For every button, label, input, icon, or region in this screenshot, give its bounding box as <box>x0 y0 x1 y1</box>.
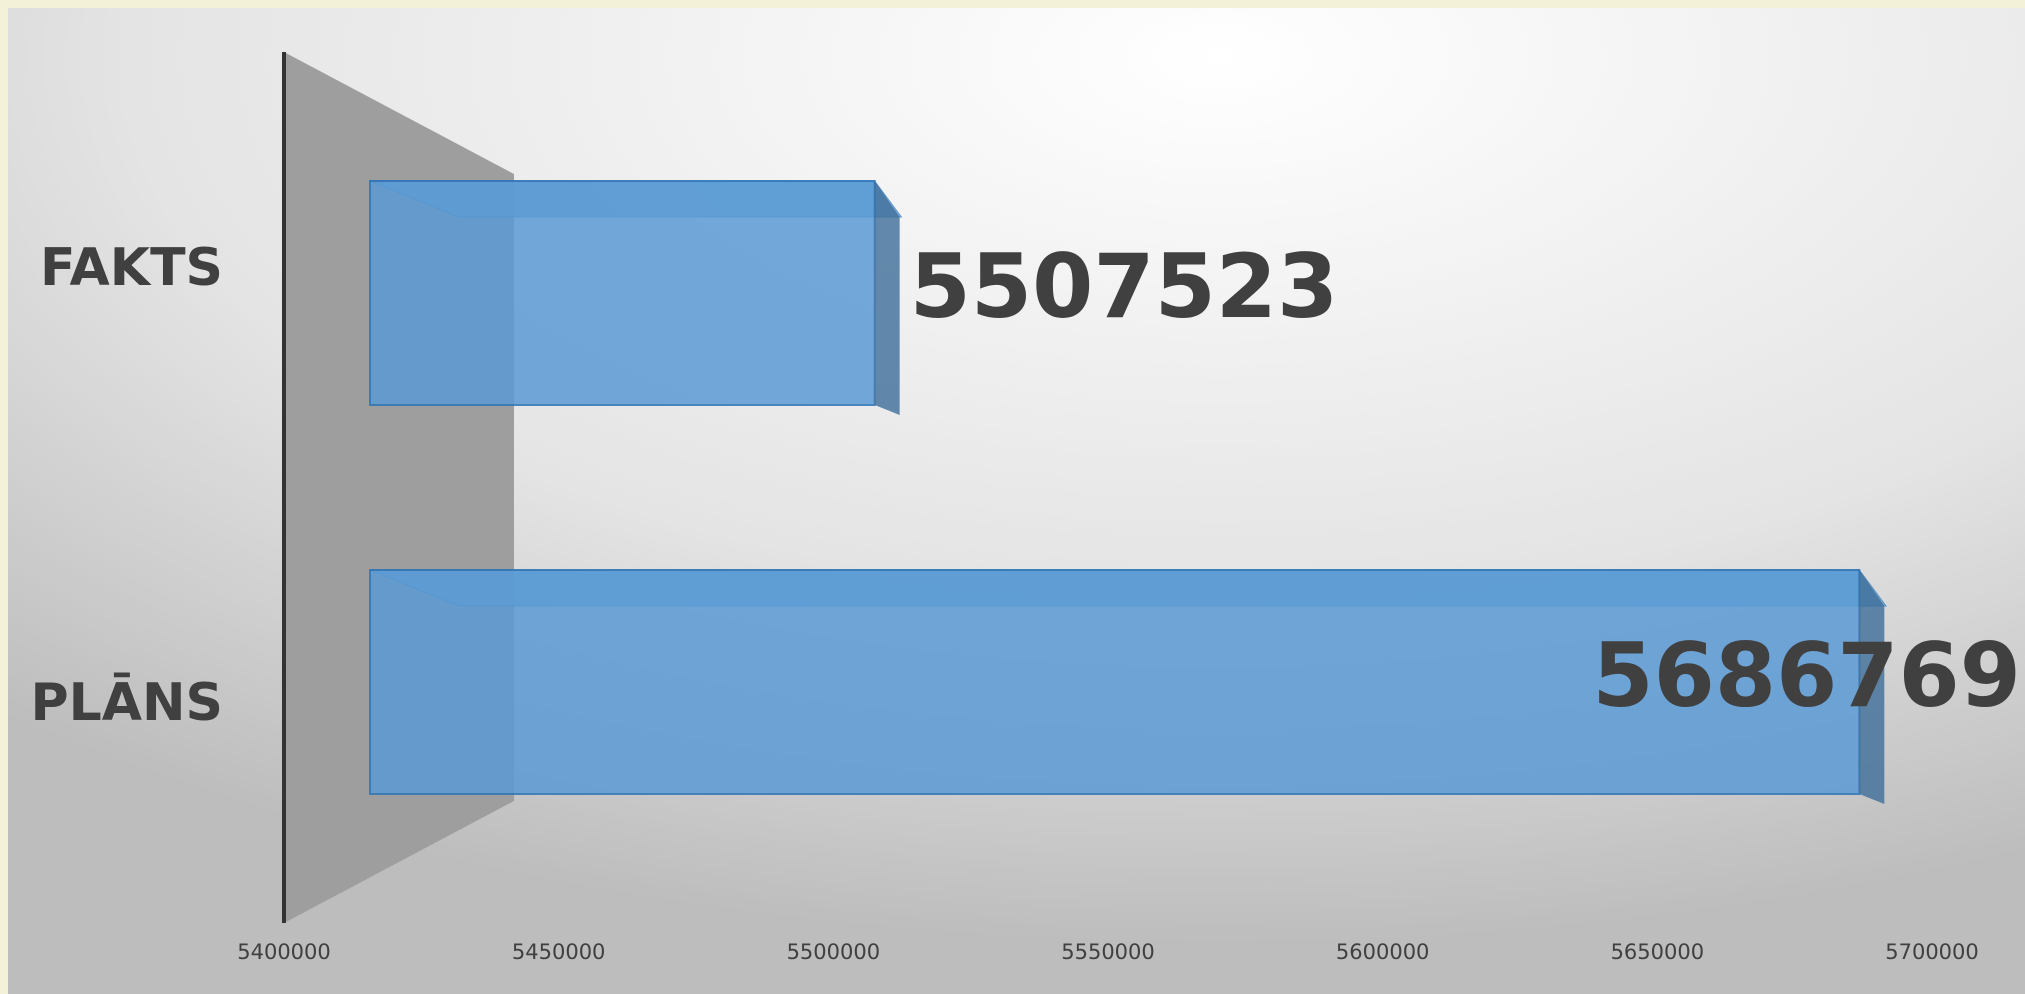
value-label: 5686769 <box>1592 624 2021 727</box>
x-tick-label: 5500000 <box>787 940 881 964</box>
y-tick-label: PLĀNS <box>31 673 223 733</box>
value-label: 5507523 <box>910 235 1339 338</box>
x-tick-label: 5550000 <box>1061 940 1155 964</box>
x-tick-label: 5650000 <box>1611 940 1705 964</box>
x-tick-label: 5400000 <box>237 940 331 964</box>
bar-side <box>874 181 900 415</box>
bar-side <box>1859 570 1885 804</box>
y-tick-label: FAKTS <box>40 238 223 298</box>
bar <box>369 180 876 406</box>
x-tick-label: 5600000 <box>1336 940 1430 964</box>
x-tick-label: 5700000 <box>1885 940 1979 964</box>
bar <box>369 569 1861 795</box>
x-tick-label: 5450000 <box>512 940 606 964</box>
